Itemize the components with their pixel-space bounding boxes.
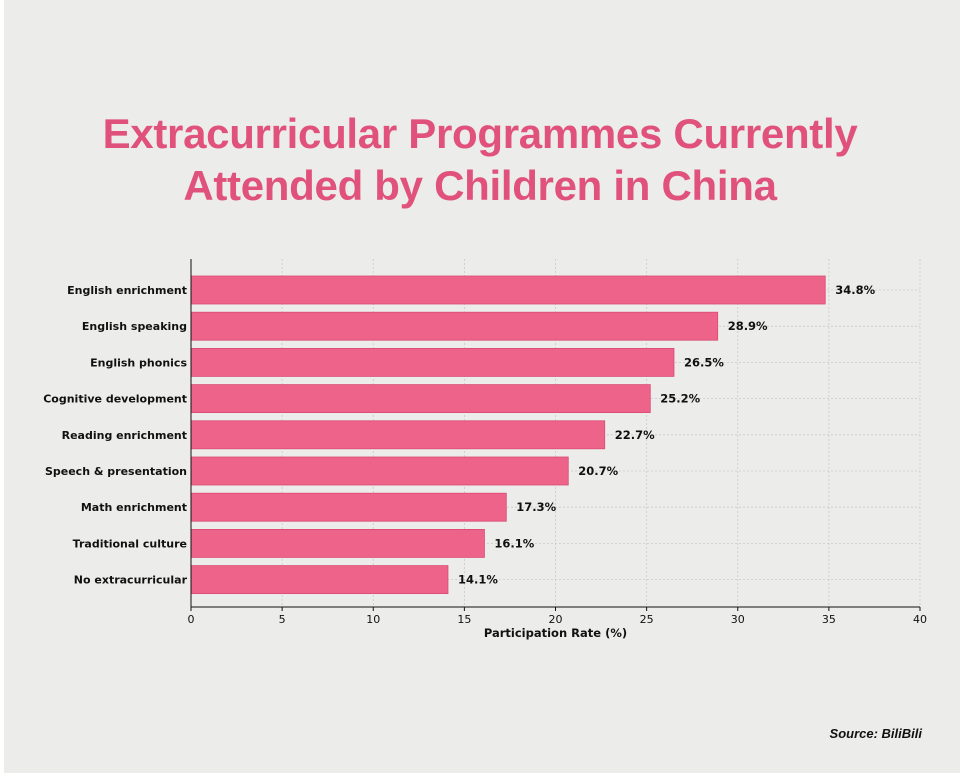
x-tick-label: 20	[549, 613, 563, 626]
bar	[190, 456, 569, 486]
category-label: English speaking	[82, 320, 187, 333]
bar	[190, 420, 606, 450]
x-tick-label: 15	[457, 613, 471, 626]
x-tick-label: 10	[366, 613, 380, 626]
x-tick-label: 0	[188, 613, 195, 626]
category-label: Cognitive development	[43, 393, 187, 406]
x-axis-label: Participation Rate (%)	[484, 626, 627, 640]
x-tick-label: 35	[822, 613, 836, 626]
x-tick-label: 40	[913, 613, 927, 626]
chart-title: Extracurricular Programmes Currently Att…	[0, 108, 960, 212]
value-label: 25.2%	[660, 392, 700, 406]
bar	[190, 311, 719, 341]
value-label: 22.7%	[615, 428, 655, 442]
category-label: Reading enrichment	[62, 429, 187, 442]
chart-title-line-1: Extracurricular Programmes Currently	[102, 110, 858, 157]
source-note: Source: BiliBili	[829, 726, 922, 741]
value-label: 20.7%	[578, 464, 618, 478]
x-tick-label: 25	[640, 613, 654, 626]
value-label: 17.3%	[516, 500, 556, 514]
x-tick-label: 30	[731, 613, 745, 626]
value-label: 14.1%	[458, 573, 498, 587]
bar	[190, 529, 485, 558]
bar	[190, 492, 507, 522]
bar	[190, 384, 651, 414]
value-label: 26.5%	[684, 355, 724, 369]
bar	[190, 565, 449, 594]
chart-title-line-2: Attended by Children in China	[183, 162, 777, 209]
bar	[190, 347, 675, 377]
category-label: Speech & presentation	[45, 465, 187, 478]
value-label: 16.1%	[494, 536, 534, 550]
category-label: Traditional culture	[73, 537, 187, 550]
category-label: English phonics	[90, 356, 187, 369]
value-label: 34.8%	[835, 283, 875, 297]
x-tick-label: 5	[279, 613, 286, 626]
bar	[190, 275, 826, 305]
category-label: Math enrichment	[81, 501, 187, 514]
value-label: 28.9%	[728, 319, 768, 333]
category-label: English enrichment	[67, 284, 187, 297]
category-label: No extracurricular	[74, 574, 188, 587]
